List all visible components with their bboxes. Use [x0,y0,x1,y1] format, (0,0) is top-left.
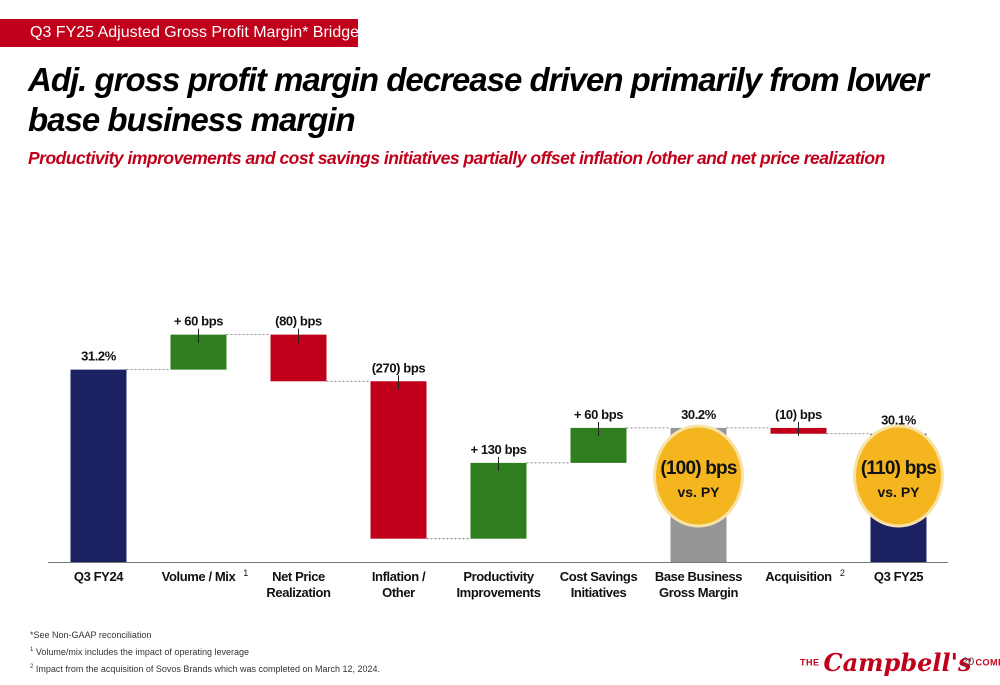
data-label-3: (270) bps [372,360,426,375]
category-label-5-1: Initiatives [571,585,627,600]
data-label-2: (80) bps [275,314,322,329]
category-label-4-0: Productivity [463,569,534,584]
footnotes: *See Non-GAAP reconciliation 1 Volume/mi… [30,628,380,677]
category-label-6-0: Base Business [655,569,742,584]
footnote-1: 1 Volume/mix includes the impact of oper… [30,647,249,657]
data-label-1: + 60 bps [174,314,223,329]
page-number: 20 [962,656,975,668]
footnote-2: 2 Impact from the acquisition of Sovos B… [30,664,381,674]
section-tag: Q3 FY25 Adjusted Gross Profit Margin* Br… [0,19,360,47]
data-label-8: 30.1% [881,413,917,428]
bar-4 [470,462,527,539]
callout-caption-1: vs. PY [877,484,920,500]
category-label-0: Q3 FY24 [74,569,124,584]
data-label-0: 31.2% [81,349,117,364]
callout-caption-0: vs. PY [677,484,720,500]
category-footnote-1: 1 [243,568,248,578]
category-label-7: Acquisition [765,569,832,584]
callout-value-0: (100) bps [660,458,736,479]
category-label-2-1: Realization [266,585,331,600]
data-label-7: (10) bps [775,407,822,422]
bar-3 [370,381,427,539]
callout-value-1: (110) bps [861,458,936,479]
category-label-5-0: Cost Savings [560,569,638,584]
category-label-6-1: Gross Margin [659,585,738,600]
category-label-3-1: Other [382,585,415,600]
category-label-4-1: Improvements [456,585,540,600]
category-label-2-0: Net Price [272,569,325,584]
data-label-6: 30.2% [681,407,717,422]
callout-circle-0 [653,424,744,528]
category-label-8: Q3 FY25 [874,569,923,584]
callout-circle-1 [853,424,944,528]
category-footnote-7: 2 [840,568,845,578]
data-label-4: + 130 bps [470,442,526,457]
bar-0 [70,369,127,562]
category-label-3-0: Inflation / [372,569,426,584]
footnote-0: *See Non-GAAP reconciliation [30,630,152,640]
data-label-5: + 60 bps [574,407,623,422]
section-tag-label: Q3 FY25 Adjusted Gross Profit Margin* Br… [30,24,360,41]
slide-title: Adj. gross profit margin decrease driven… [28,61,929,138]
slide-subtitle: Productivity improvements and cost savin… [28,148,885,168]
category-label-1: Volume / Mix [162,569,237,584]
